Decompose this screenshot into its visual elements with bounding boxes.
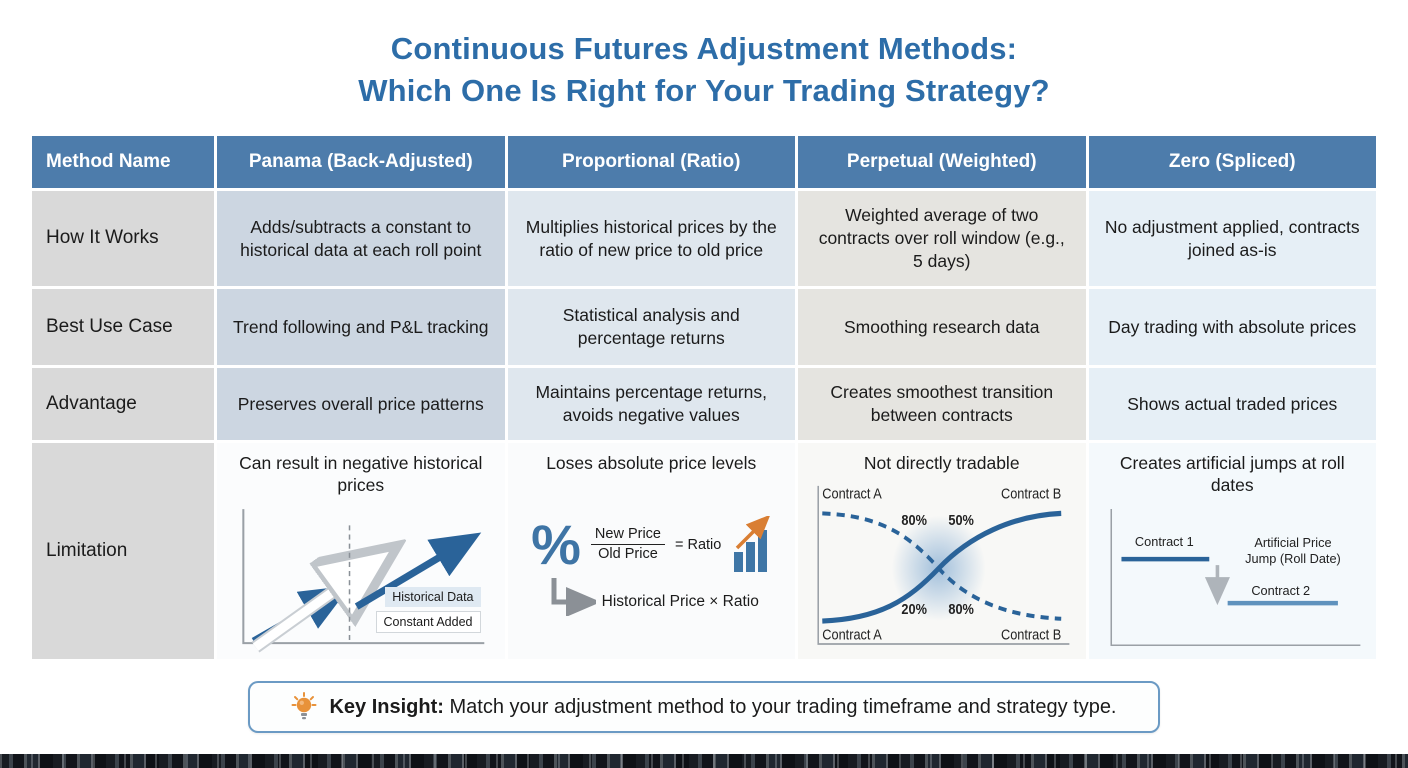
cell-lim-zero: Creates artificial jumps at roll dates C… (1088, 443, 1376, 659)
key-insight-banner: Key Insight: Match your adjustment metho… (248, 681, 1160, 733)
header-method-name: Method Name (32, 136, 214, 188)
crossover-chart-graphic: Contract A Contract B 80% 50% 20% 80% Co… (817, 486, 1070, 645)
perpetual-diagram: Contract A Contract B 80% 50% 20% 80% Co… (808, 479, 1076, 653)
cell-adv-panama: Preserves overall price patterns (217, 368, 505, 440)
header-proportional: Proportional (Ratio) (507, 136, 795, 188)
panama-diagram: Historical Data Constant Added (227, 501, 495, 653)
bottom-artifact-strip (0, 754, 1408, 768)
panama-chart-graphic (242, 508, 485, 653)
elbow-arrow-icon (551, 577, 596, 616)
cell-how-perpetual: Weighted average of two contracts over r… (798, 191, 1086, 286)
contract-a-bottom-label: Contract A (822, 627, 882, 643)
page-title: Continuous Futures Adjustment Methods: W… (0, 28, 1408, 112)
contract-a-top-label: Contract A (822, 486, 882, 502)
cell-use-perpetual: Smoothing research data (798, 289, 1086, 365)
pct-80-bottom-label: 80% (948, 601, 974, 617)
zero-diagram: Contract 1 Artificial Price Jump (Roll D… (1099, 501, 1367, 653)
price-jump-chart-graphic: Contract 1 Artificial Price Jump (Roll D… (1109, 508, 1360, 646)
key-insight-text: Key Insight: Match your adjustment metho… (329, 696, 1116, 719)
cell-use-proportional: Statistical analysis and percentage retu… (507, 289, 795, 365)
page-title-line1: Continuous Futures Adjustment Methods: (390, 31, 1018, 66)
page-title-line2: Which One Is Right for Your Trading Stra… (358, 73, 1050, 109)
bar-chart-icon (734, 515, 771, 572)
cell-how-zero: No adjustment applied, contracts joined … (1088, 191, 1376, 286)
cell-use-panama: Trend following and P&L tracking (217, 289, 505, 365)
equals-ratio-label: = Ratio (675, 536, 722, 553)
artificial-jump-label-line1: Artificial Price (1254, 536, 1331, 550)
cell-adv-proportional: Maintains percentage returns, avoids neg… (507, 368, 795, 440)
fraction-denominator: Old Price (598, 546, 658, 563)
row-label-advantage: Advantage (32, 368, 214, 440)
contract-1-label: Contract 1 (1134, 535, 1193, 549)
cell-how-proportional: Multiplies historical prices by the rati… (507, 191, 795, 286)
contract-b-bottom-label: Contract B (1001, 627, 1061, 643)
percent-symbol: % (531, 512, 581, 576)
header-perpetual: Perpetual (Weighted) (798, 136, 1086, 188)
cell-use-zero: Day trading with absolute prices (1088, 289, 1376, 365)
pct-50-label: 50% (948, 512, 974, 528)
limitation-caption-perpetual: Not directly tradable (863, 453, 1020, 473)
row-label-limitation: Limitation (32, 443, 214, 659)
cell-lim-panama: Can result in negative historical prices (217, 443, 505, 659)
pct-80-top-label: 80% (901, 512, 927, 528)
fraction-numerator: New Price (590, 525, 665, 546)
historical-price-ratio-formula: Historical Price × Ratio (601, 592, 759, 610)
cell-adv-zero: Shows actual traded prices (1088, 368, 1376, 440)
ratio-fraction: New Price Old Price (590, 525, 665, 565)
cell-lim-perpetual: Not directly tradable Contract A Contrac… (798, 443, 1086, 659)
pct-20-label: 20% (901, 601, 927, 617)
row-label-how-it-works: How It Works (32, 191, 214, 286)
lightbulb-icon (291, 692, 317, 720)
row-label-best-use-case: Best Use Case (32, 289, 214, 365)
artificial-jump-label-line2: Jump (Roll Date) (1245, 552, 1341, 566)
cell-how-panama: Adds/subtracts a constant to historical … (217, 191, 505, 286)
cell-adv-perpetual: Creates smoothest transition between con… (798, 368, 1086, 440)
constant-added-label: Constant Added (375, 610, 481, 633)
header-zero: Zero (Spliced) (1088, 136, 1376, 188)
key-insight-body: Match your adjustment method to your tra… (449, 695, 1117, 718)
comparison-table: Method Name Panama (Back-Adjusted) Propo… (32, 136, 1376, 659)
cell-lim-proportional: Loses absolute price levels % New Price … (507, 443, 795, 659)
limitation-caption-zero: Creates artificial jumps at roll dates (1119, 453, 1345, 495)
contract-b-top-label: Contract B (1001, 486, 1061, 502)
proportional-diagram: % New Price Old Price = Ratio (518, 479, 786, 653)
key-insight-label: Key Insight: (329, 695, 444, 718)
header-panama: Panama (Back-Adjusted) (217, 136, 505, 188)
limitation-caption-panama: Can result in negative historical prices (239, 453, 483, 495)
limitation-caption-proportional: Loses absolute price levels (546, 453, 757, 473)
contract-2-label: Contract 2 (1251, 584, 1310, 598)
historical-data-label: Historical Data (385, 586, 481, 607)
